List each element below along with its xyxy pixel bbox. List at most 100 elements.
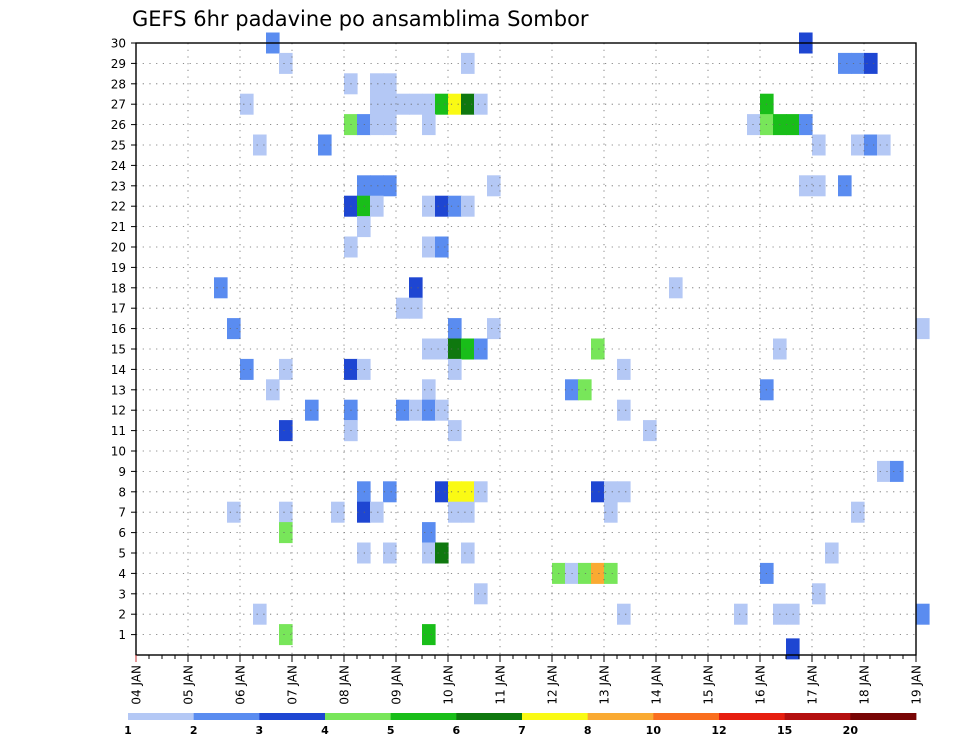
x-tick-label: 16 JAN: [754, 665, 768, 705]
legend-label: 7: [518, 724, 526, 737]
y-tick-label: 27: [111, 98, 126, 112]
x-tick-label: 08 JAN: [338, 665, 352, 705]
y-tick-label: 5: [118, 547, 126, 561]
y-tick-label: 18: [111, 281, 126, 295]
heatmap-cell: [435, 399, 449, 421]
heatmap-cell: [279, 358, 293, 380]
y-axis: 1234567891011121314151617181920212223242…: [111, 37, 136, 642]
heatmap-cell: [253, 134, 267, 156]
y-tick-label: 3: [118, 587, 126, 601]
heatmap-cell: [864, 134, 878, 156]
legend-label: 20: [843, 724, 859, 737]
heatmap-cell: [448, 358, 462, 380]
heatmap-cell: [604, 481, 618, 503]
heatmap-cell: [851, 134, 865, 156]
heatmap-cell: [474, 338, 488, 360]
heatmap-cell: [279, 501, 293, 523]
x-tick-label: 05 JAN: [182, 665, 196, 705]
heatmap-cell: [812, 175, 826, 197]
heatmap-cell: [448, 318, 462, 340]
heatmap-cell: [604, 501, 618, 523]
y-tick-label: 17: [111, 302, 126, 316]
legend-swatch: [128, 713, 195, 720]
heatmap-cell: [786, 638, 800, 660]
heatmap-cell: [370, 501, 384, 523]
heatmap-cell: [591, 562, 605, 584]
legend-label: 6: [453, 724, 461, 737]
x-tick-label: 18 JAN: [858, 665, 872, 705]
heatmap-cell: [422, 624, 436, 646]
heatmap-cell: [461, 52, 475, 74]
heatmap-cell: [435, 542, 449, 564]
x-tick-label: 15 JAN: [702, 665, 716, 705]
heatmap-cell: [435, 481, 449, 503]
y-tick-label: 4: [118, 567, 126, 581]
y-tick-label: 15: [111, 343, 126, 357]
heatmap-cell: [370, 73, 384, 95]
heatmap-cell: [409, 399, 423, 421]
heatmap-cell: [383, 114, 397, 136]
heatmap-cell: [409, 93, 423, 115]
x-axis: 04 JAN 05 JAN 06 JAN 07 JAN 08 JAN 09 JAN 10 J…: [130, 655, 924, 705]
heatmap-cell: [435, 195, 449, 217]
y-tick-label: 23: [111, 179, 126, 193]
heatmap-cell: [240, 93, 254, 115]
y-tick-label: 28: [111, 77, 126, 91]
grid-lines: [136, 42, 916, 655]
y-tick-label: 25: [111, 139, 126, 153]
heatmap-cell: [396, 297, 410, 319]
heatmap-cell: [747, 114, 761, 136]
y-tick-label: 1: [118, 628, 126, 642]
y-tick-label: 21: [111, 220, 126, 234]
heatmap-cell: [487, 175, 501, 197]
heatmap-cell: [435, 93, 449, 115]
heatmap-cell: [383, 73, 397, 95]
heatmap-cell: [669, 277, 683, 299]
heatmap-cell: [279, 52, 293, 74]
heatmap-cell: [370, 195, 384, 217]
x-tick-label: 11 JAN: [494, 665, 508, 705]
heatmap-cell: [396, 399, 410, 421]
heatmap-cell: [474, 93, 488, 115]
y-tick-label: 24: [111, 159, 126, 173]
legend-swatch: [259, 713, 326, 720]
heatmap-cell: [448, 481, 462, 503]
legend-label: 15: [777, 724, 792, 737]
y-tick-label: 6: [118, 526, 126, 540]
heatmap-cell: [396, 93, 410, 115]
heatmap-cell: [422, 93, 436, 115]
heatmap-cell: [227, 318, 241, 340]
heatmap-cell: [799, 175, 813, 197]
heatmap-cell: [448, 501, 462, 523]
heatmap-cell: [617, 603, 631, 625]
legend-swatch: [784, 713, 851, 720]
heatmap-cell: [266, 379, 280, 401]
heatmap-cell: [617, 358, 631, 380]
x-tick-label: 04 JAN: [130, 665, 144, 705]
legend-label: 3: [256, 724, 264, 737]
heatmap-cell: [461, 542, 475, 564]
x-tick-label: 12 JAN: [546, 665, 560, 705]
heatmap-cell: [461, 93, 475, 115]
heatmap-cell: [591, 338, 605, 360]
heatmap-cell: [825, 542, 839, 564]
x-tick-label: 19 JAN: [910, 665, 924, 705]
y-tick-label: 10: [111, 445, 126, 459]
heatmap-cell: [448, 420, 462, 442]
heatmap-cell: [305, 399, 319, 421]
heatmap-cell: [383, 93, 397, 115]
heatmap-cell: [370, 114, 384, 136]
heatmap-cell: [591, 481, 605, 503]
legend-label: 8: [584, 724, 592, 737]
heatmap-cell: [916, 603, 930, 625]
heatmap-cell: [240, 358, 254, 380]
legend-swatch: [719, 713, 786, 720]
heatmap-cell: [370, 93, 384, 115]
color-legend: 1 2 3 4 5 6 7 8 10 12 15 20: [124, 713, 917, 737]
heatmap-cell: [435, 236, 449, 258]
y-tick-label: 2: [118, 608, 126, 622]
heatmap-cell: [409, 297, 423, 319]
heatmap-cell: [838, 175, 852, 197]
y-tick-label: 14: [111, 363, 126, 377]
